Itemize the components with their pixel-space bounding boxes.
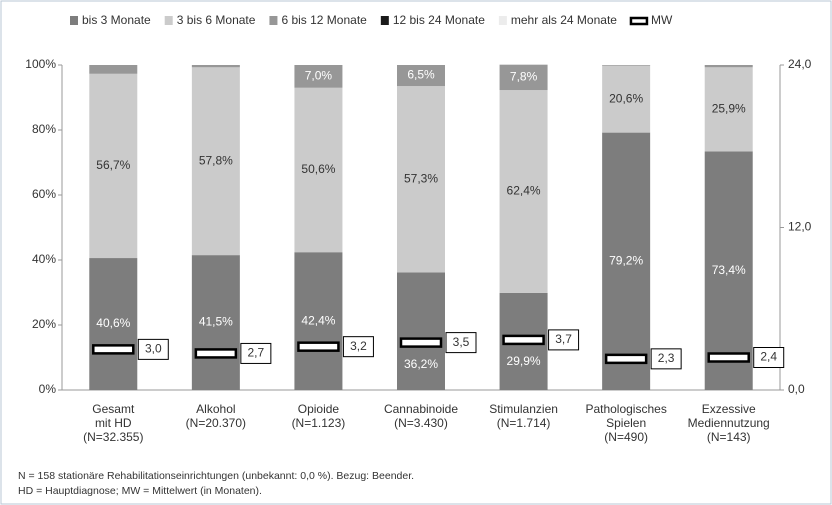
bar-segment — [602, 65, 651, 133]
mean-label-box — [650, 348, 682, 370]
legend-swatch — [629, 16, 649, 26]
bar-segment — [499, 64, 548, 91]
x-tick-label: Opioide — [298, 402, 340, 416]
mean-marker — [707, 352, 750, 363]
footnote: HD = Hauptdiagnose; MW = Mittelwert (in … — [18, 485, 262, 497]
legend-swatch — [70, 16, 78, 25]
mean-label: 3,0 — [145, 342, 162, 356]
mean-label: 2,3 — [658, 351, 675, 365]
bar-segment — [294, 252, 343, 390]
legend-swatch — [498, 16, 507, 25]
y2-tick-label: 24,0 — [788, 57, 812, 71]
x-tick-label: Alkohol — [196, 402, 235, 416]
legend-swatch — [269, 16, 278, 25]
x-tick-label: (N=143) — [707, 430, 751, 444]
bar-segment — [89, 73, 138, 259]
x-tick-label: Gesamt — [92, 402, 135, 416]
bar-segment — [704, 67, 753, 152]
bar-segment — [397, 86, 445, 273]
x-tick-label: Mediennutzung — [688, 416, 770, 430]
x-tick-label: (N=1.123) — [292, 416, 346, 430]
mean-label-box — [137, 338, 169, 360]
data-label: 20,6% — [609, 91, 643, 105]
data-label: 62,4% — [507, 184, 541, 198]
mean-label-box — [548, 329, 580, 351]
legend-label: mehr als 24 Monate — [511, 13, 617, 27]
bar-segment — [704, 151, 753, 390]
y2-tick-label: 12,0 — [788, 220, 812, 234]
legend-swatch — [380, 16, 389, 25]
bar-segment — [89, 258, 138, 390]
data-label: 42,4% — [301, 313, 335, 327]
legend-label: 12 bis 24 Monate — [393, 13, 485, 27]
data-label: 25,9% — [712, 102, 746, 116]
data-label: 7,8% — [510, 70, 538, 84]
x-tick-label: (N=20.370) — [186, 416, 246, 430]
mean-label: 2,4 — [760, 350, 777, 364]
bar-segment — [499, 90, 548, 293]
legend-label: bis 3 Monate — [82, 13, 151, 27]
bar-segment — [89, 65, 138, 74]
bar-segment — [602, 132, 651, 390]
legend-swatch — [164, 16, 173, 25]
x-tick-label: (N=490) — [604, 430, 648, 444]
data-label: 57,8% — [199, 153, 233, 167]
bar-segment — [397, 272, 445, 390]
bar-segment — [191, 255, 240, 390]
y-tick-label: 80% — [32, 122, 56, 136]
bar-segment — [704, 65, 753, 68]
bar-segment — [294, 65, 343, 88]
data-label: 36,2% — [404, 357, 438, 371]
mean-marker — [502, 334, 545, 346]
data-label: 73,4% — [712, 263, 746, 277]
data-label: 56,7% — [96, 158, 130, 172]
bar-segment — [191, 65, 240, 68]
data-label: 6,5% — [407, 68, 435, 82]
y-tick-label: 20% — [32, 317, 56, 331]
x-tick-label: (N=1.714) — [497, 416, 551, 430]
mean-marker — [399, 337, 443, 348]
x-tick-label: (N=3.430) — [394, 416, 448, 430]
y-tick-label: 60% — [32, 187, 56, 201]
legend-label: 6 bis 12 Monate — [281, 13, 367, 27]
mean-marker — [604, 353, 648, 365]
data-label: 40,6% — [96, 316, 130, 330]
y-tick-label: 100% — [25, 57, 56, 71]
x-tick-label: (N=32.355) — [83, 430, 143, 444]
footnote: N = 158 stationäre Rehabilitationseinric… — [18, 470, 414, 482]
legend-label: MW — [651, 13, 673, 27]
mean-label: 3,2 — [350, 339, 367, 353]
x-tick-label: mit HD — [95, 416, 132, 430]
mean-label-box — [342, 336, 374, 358]
mean-marker — [92, 344, 135, 355]
mean-label: 3,7 — [555, 332, 572, 346]
bar-segment — [294, 87, 343, 253]
y-tick-label: 0% — [39, 382, 57, 396]
bar-segment — [602, 65, 651, 66]
x-tick-label: Spielen — [606, 416, 646, 430]
y2-tick-label: 0,0 — [788, 382, 805, 396]
y-tick-label: 40% — [32, 252, 56, 266]
bar-segment — [191, 67, 240, 256]
x-tick-label: Exzessive — [702, 402, 756, 416]
mean-label: 3,5 — [453, 335, 470, 349]
data-label: 41,5% — [199, 315, 233, 329]
mean-label: 2,7 — [248, 346, 265, 360]
mean-label-box — [753, 347, 785, 368]
data-label: 79,2% — [609, 253, 643, 267]
bar-segment — [397, 65, 445, 87]
mean-label-box — [445, 332, 477, 354]
x-tick-label: Pathologisches — [585, 402, 666, 416]
x-tick-label: Cannabinoide — [384, 402, 458, 416]
x-tick-label: Stimulanzien — [489, 402, 558, 416]
mean-label-box — [240, 342, 272, 364]
data-label: 7,0% — [305, 69, 333, 83]
mean-marker — [297, 341, 340, 352]
data-label: 50,6% — [301, 162, 335, 176]
legend-label: 3 bis 6 Monate — [177, 13, 256, 27]
data-label: 29,9% — [507, 354, 541, 368]
mean-marker — [194, 348, 238, 359]
data-label: 57,3% — [404, 171, 438, 185]
